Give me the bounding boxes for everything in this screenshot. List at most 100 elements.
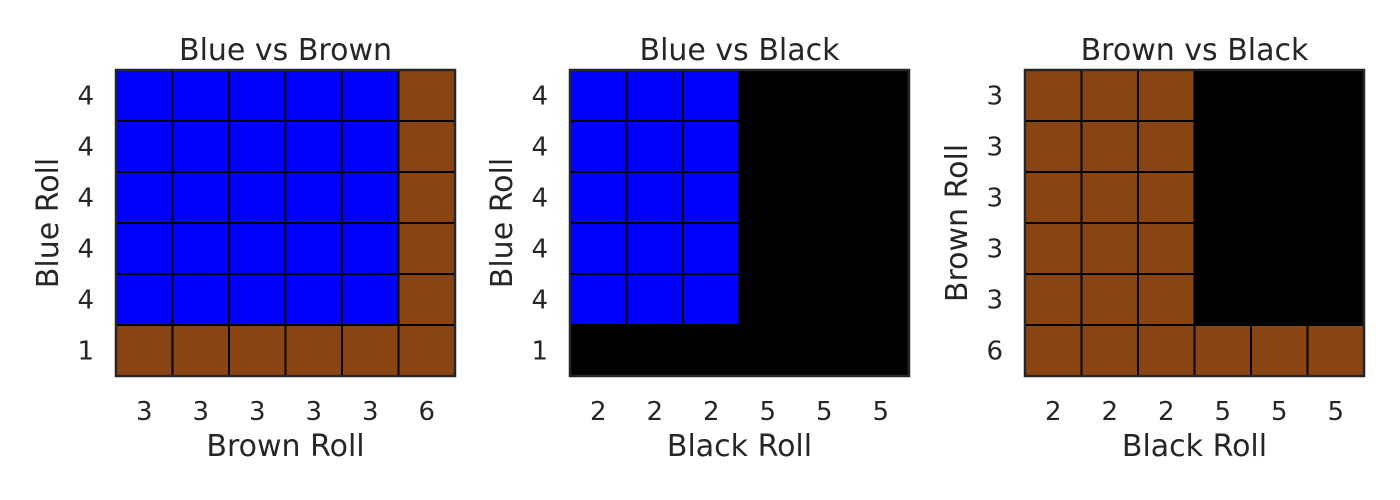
cell-4-1 [570,223,627,274]
cell-1-1 [570,70,627,121]
cell-3-1 [116,172,173,223]
x-tick-label: 2 [1101,397,1118,427]
cell-4-3 [1138,223,1195,274]
cell-2-3 [229,121,286,172]
cell-5-3 [1138,274,1195,325]
panel-2: Blue vs Black 2 2 2 5 5 5 4 4 4 4 4 1 Black Roll Blue … [485,33,911,464]
x-tick-label: 5 [759,397,776,427]
cell-5-2 [172,274,229,325]
x-tick-label: 3 [362,397,379,427]
cell-6-1 [570,325,627,376]
y-axis-label: Brown Roll [940,144,975,302]
x-tick-label: 3 [249,397,266,427]
cell-6-3 [229,325,286,376]
cell-5-1 [570,274,627,325]
cell-1-6 [1307,70,1364,121]
cell-2-6 [852,121,909,172]
cell-5-6 [852,274,909,325]
cell-5-5 [342,274,399,325]
cell-1-3 [1138,70,1195,121]
cell-1-2 [172,70,229,121]
x-axis-label: Black Roll [1122,429,1267,464]
cell-2-1 [116,121,173,172]
cell-4-6 [398,223,455,274]
y-axis-label: Blue Roll [485,158,520,288]
cell-3-1 [570,172,627,223]
y-tick-label: 4 [77,133,94,163]
cell-3-6 [1307,172,1364,223]
x-tick-label: 2 [590,397,607,427]
cell-4-6 [852,223,909,274]
cell-5-3 [229,274,286,325]
cell-3-2 [172,172,229,223]
x-tick-label: 2 [703,397,720,427]
cell-3-1 [1025,172,1082,223]
cell-6-4 [1194,325,1251,376]
cell-4-4 [1194,223,1251,274]
cell-1-1 [1025,70,1082,121]
y-tick-label: 4 [531,133,548,163]
x-tick-label: 5 [1214,397,1231,427]
cell-6-6 [852,325,909,376]
y-tick-label: 1 [531,337,548,367]
y-tick-label: 4 [531,184,548,214]
x-axis-label: Black Roll [667,429,812,464]
cell-2-1 [570,121,627,172]
cell-6-5 [796,325,853,376]
x-tick-label: 5 [816,397,833,427]
y-tick-label: 4 [531,235,548,265]
cell-6-2 [1081,325,1138,376]
cell-2-4 [1194,121,1251,172]
x-axis-label: Brown Roll [206,429,364,464]
cell-6-3 [683,325,740,376]
cell-2-5 [796,121,853,172]
cell-5-6 [398,274,455,325]
cell-2-2 [626,121,683,172]
cell-1-3 [229,70,286,121]
x-tick-label: 2 [1045,397,1062,427]
y-tick-label: 6 [986,337,1003,367]
y-tick-label: 4 [77,184,94,214]
plot-frame [1023,68,1366,378]
y-tick-label: 3 [986,133,1003,163]
cell-6-2 [172,325,229,376]
cell-4-3 [683,223,740,274]
cell-1-5 [1251,70,1308,121]
x-tick-label: 2 [1158,397,1175,427]
cell-6-6 [398,325,455,376]
cell-4-6 [1307,223,1364,274]
cell-2-5 [1251,121,1308,172]
cell-5-2 [626,274,683,325]
cell-3-4 [285,172,342,223]
plot-frame [114,68,457,378]
y-tick-label: 1 [77,337,94,367]
cell-6-1 [116,325,173,376]
y-tick-label: 4 [77,82,94,112]
cell-3-2 [626,172,683,223]
x-tick-label: 3 [136,397,153,427]
y-tick-label: 4 [77,286,94,316]
cell-2-1 [1025,121,1082,172]
cell-4-1 [1025,223,1082,274]
cell-3-5 [1251,172,1308,223]
cell-4-5 [796,223,853,274]
cell-2-2 [172,121,229,172]
cell-1-4 [1194,70,1251,121]
cell-4-4 [739,223,796,274]
chart-title: Brown vs Black [1081,33,1309,68]
cell-5-2 [1081,274,1138,325]
y-tick-label: 3 [986,286,1003,316]
cell-6-5 [1251,325,1308,376]
cell-5-5 [1251,274,1308,325]
cell-2-6 [1307,121,1364,172]
cell-6-2 [626,325,683,376]
cell-4-1 [116,223,173,274]
cell-2-3 [683,121,740,172]
y-tick-label: 3 [986,235,1003,265]
cell-6-3 [1138,325,1195,376]
y-tick-label: 4 [531,82,548,112]
cell-5-4 [285,274,342,325]
cell-2-5 [342,121,399,172]
cell-5-5 [796,274,853,325]
